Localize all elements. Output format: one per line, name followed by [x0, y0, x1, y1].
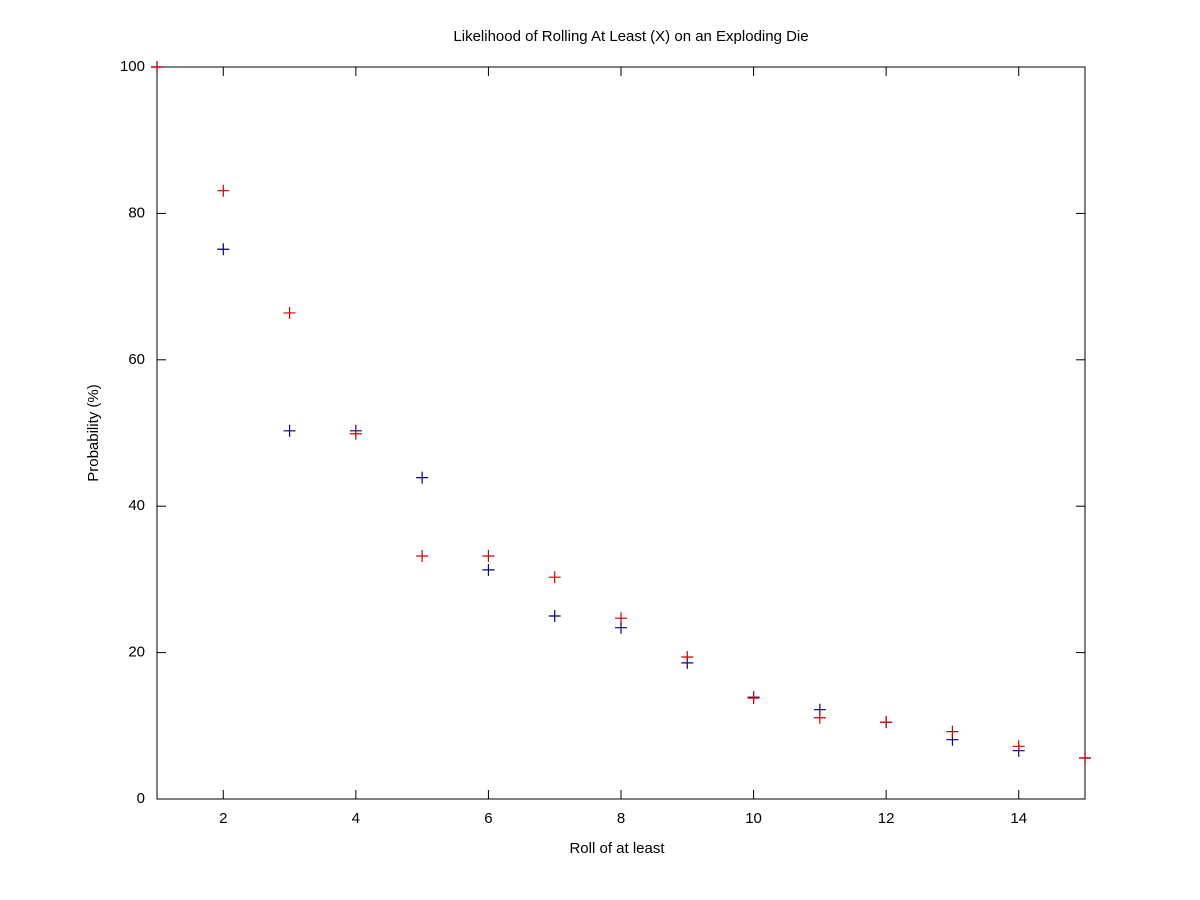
point — [416, 549, 429, 562]
point — [813, 711, 826, 724]
x-tick-label: 10 — [745, 810, 762, 827]
point — [880, 716, 893, 729]
point — [349, 427, 362, 440]
point — [482, 563, 495, 576]
y-tick-label: 40 — [128, 497, 145, 514]
point — [946, 725, 959, 738]
y-axis-label: Probability (%) — [85, 384, 102, 482]
x-tick-label: 14 — [1010, 810, 1027, 827]
y-tick-label: 100 — [120, 58, 145, 75]
y-tick-label: 0 — [137, 790, 145, 807]
point — [482, 549, 495, 562]
point — [548, 610, 561, 622]
point — [1079, 752, 1091, 765]
point — [283, 424, 296, 437]
x-tick-label: 6 — [484, 810, 492, 827]
point — [681, 650, 694, 663]
x-tick-label: 12 — [878, 810, 895, 827]
y-tick-label: 80 — [128, 204, 145, 221]
x-tick-label: 8 — [617, 810, 625, 827]
x-tick-label: 4 — [352, 810, 360, 827]
point — [615, 612, 627, 625]
point — [217, 243, 230, 256]
x-tick-label: 2 — [219, 810, 227, 827]
point — [747, 691, 760, 704]
point — [151, 61, 163, 73]
point — [416, 471, 429, 484]
y-tick-label: 60 — [128, 351, 145, 368]
point — [548, 571, 561, 584]
point — [1012, 740, 1025, 753]
x-axis-label: Roll of at least — [569, 840, 665, 857]
point — [217, 184, 230, 197]
point — [283, 306, 296, 319]
chart-title: Likelihood of Rolling At Least (X) on an… — [453, 28, 808, 45]
plot-frame — [156, 66, 1086, 800]
y-tick-label: 20 — [128, 644, 145, 661]
